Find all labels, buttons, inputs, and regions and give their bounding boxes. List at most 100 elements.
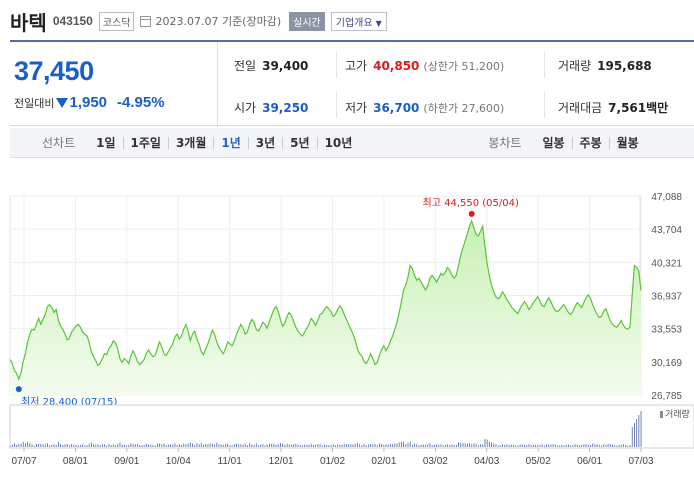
x-tick-label: 09/01 [114,456,139,467]
volume-bar [429,443,431,447]
volume-bar [361,445,363,447]
price-summary: 37,450 전일대비 1,950 -4.95% 전일 39,400 고가 40,8… [10,40,694,127]
tab-5y[interactable]: 5년 [282,136,316,149]
volume-bar [616,445,618,447]
volume-bar [326,444,328,447]
volume-bar [640,411,642,447]
volume-bar [576,444,578,447]
base-date: 2023.07.07 기준(장마감) [155,15,282,28]
company-overview-button[interactable]: 기업개요 ▼ [330,11,387,31]
tab-10y[interactable]: 10년 [316,136,360,149]
volume-bar [414,443,416,447]
low-point [15,386,22,393]
volume-bar [455,444,457,447]
volume-bar [277,444,279,447]
volume-bar [35,443,37,447]
tab-3m[interactable]: 3개월 [167,136,213,149]
volume-bar [170,444,171,447]
volume-bar [231,445,233,447]
volume-bar [389,443,391,447]
price-chart[interactable]: 47,088 43,704 40,321 36,937 33,553 30,169 26,7… [0,180,694,477]
volume-bar [154,445,156,447]
tab-1y[interactable]: 1년 [213,136,247,149]
volume-bar [159,443,161,447]
volume-bar [64,444,66,447]
x-tick-label: 06/01 [577,456,602,467]
x-tick-label: 11/01 [218,456,243,467]
volume-bar [321,445,323,447]
stat-label: 고가 [345,59,368,73]
change-value: 1,950 [69,94,108,111]
volume-bar [394,443,396,447]
volume-bar [304,444,306,447]
volume-bar [209,443,211,447]
x-tick-label: 02/01 [371,456,396,467]
volume-bar [185,444,187,447]
volume-bar [29,443,31,447]
volume-bar [359,444,361,447]
volume-bar [106,445,108,447]
y-tick-label: 40,321 [651,258,682,269]
volume-bar [77,445,79,447]
volume-bar [601,445,602,447]
volume-bar [46,443,48,447]
volume-bar [75,444,77,447]
volume-bar [436,444,438,447]
volume-bar [44,444,46,447]
volume-bar [266,444,268,447]
divider [336,92,337,118]
volume-bar [561,444,563,447]
tab-3y[interactable]: 3년 [247,136,282,149]
volume-bar [502,444,503,447]
volume-bar [554,444,556,447]
x-tick-label: 05/02 [526,456,551,467]
volume-bar [477,445,479,447]
volume-bar [337,444,339,447]
calendar-icon [140,15,152,27]
stat-value: 40,850 [373,59,420,73]
volume-bar [240,444,242,447]
volume-bar [115,445,117,447]
realtime-button[interactable]: 실시간 [289,11,325,31]
volume-bar [433,444,435,447]
volume-bar [255,443,257,447]
stat-value: 39,400 [262,59,309,73]
high-label: 최고 44,550 (05/04) [423,197,519,209]
volume-bar [420,444,422,447]
stat-high: 고가 40,850 (상한가 51,200) [345,57,504,74]
volume-bar [442,445,444,447]
tab-monthly[interactable]: 월봉 [608,136,646,149]
stat-value: 7,561 [608,101,647,115]
volume-bar [594,444,596,447]
volume-bar [253,444,255,447]
volume-bar [488,441,490,447]
volume-bar [519,444,521,447]
volume-bar [123,444,125,447]
volume-bar [40,443,42,447]
volume-bar [271,443,273,447]
volume-bar [532,444,534,447]
tab-1d[interactable]: 1일 [96,135,116,150]
volume-bar [280,443,281,447]
tab-1w[interactable]: 1주일 [122,136,168,149]
tab-weekly[interactable]: 주봉 [571,136,609,149]
stock-code: 043150 [52,14,93,28]
x-axis-labels: 07/07 08/01 09/01 10/04 11/01 12/01 01/02 02/01… [11,448,654,467]
volume-bar [392,444,394,447]
volume-bar [183,443,185,447]
volume-bar [482,444,484,447]
volume-bar [38,443,40,447]
volume-bar [143,444,145,447]
stat-label: 거래량 [558,59,592,73]
tab-daily[interactable]: 일봉 [542,135,565,150]
volume-panel [9,404,694,449]
volume-bar [425,444,427,447]
y-tick-label: 33,553 [651,325,682,336]
volume-bar [497,445,499,447]
volume-bar [552,444,554,447]
volume-bar [409,441,411,447]
volume-bar [31,444,33,447]
volume-bar [220,444,222,447]
volume-bar [528,444,530,447]
volume-bar [466,443,468,447]
